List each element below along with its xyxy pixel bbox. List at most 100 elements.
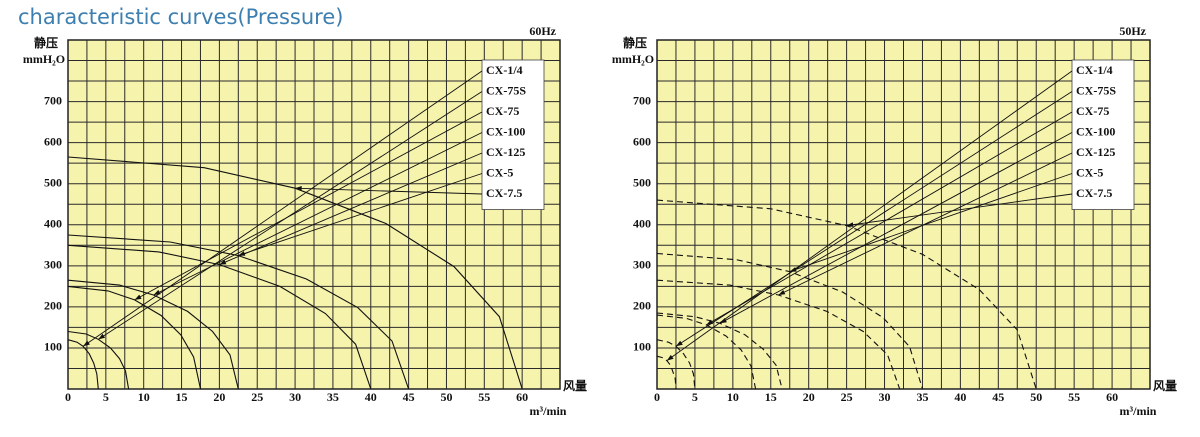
curve — [656, 279, 901, 390]
x-tick-label: 35 — [327, 390, 339, 404]
curve — [656, 312, 783, 390]
curve — [67, 285, 202, 390]
leader-line — [238, 173, 483, 256]
x-axis-unit: m³/min — [1120, 404, 1157, 418]
x-tick-label: 5 — [103, 390, 109, 404]
legend-label: CX-125 — [486, 145, 525, 159]
x-tick-label: 55 — [1068, 390, 1080, 404]
x-tick-label: 20 — [213, 390, 225, 404]
leader-line — [778, 152, 1073, 296]
x-tick-label: 30 — [289, 390, 301, 404]
x-tick-label: 25 — [841, 390, 853, 404]
legend-label: CX-100 — [1076, 124, 1115, 138]
x-tick-label: 20 — [803, 390, 815, 404]
legend-label: CX-1/4 — [486, 63, 523, 77]
x-axis-label: 风量 — [1153, 379, 1177, 393]
x-tick-label: 55 — [478, 390, 490, 404]
y-tick-label: 700 — [633, 93, 651, 107]
leader-arrow — [153, 289, 161, 295]
leader-line — [719, 132, 1073, 324]
x-tick-label: 0 — [65, 390, 71, 404]
legend-label: CX-7.5 — [486, 186, 522, 200]
x-tick-label: 15 — [176, 390, 188, 404]
x-tick-label: 25 — [251, 390, 263, 404]
legend-label: CX-125 — [1076, 145, 1115, 159]
y-tick-label: 700 — [44, 93, 62, 107]
x-tick-label: 30 — [879, 390, 891, 404]
y-tick-label: 400 — [633, 217, 651, 231]
legend-label: CX-75S — [486, 83, 526, 97]
y-tick-label: 100 — [44, 340, 62, 354]
legend-box — [1071, 59, 1135, 210]
x-tick-label: 45 — [403, 390, 415, 404]
leader-arrow — [778, 289, 786, 295]
leader-arrow — [83, 340, 90, 347]
leader-line — [82, 70, 483, 347]
y-tick-label: 500 — [44, 175, 62, 189]
leader-arrow — [98, 333, 106, 340]
curve — [67, 279, 239, 390]
leader-arrow — [789, 267, 797, 272]
y-axis-unit: mmH₂O — [23, 52, 65, 66]
x-tick-label: 0 — [654, 390, 660, 404]
x-tick-label: 60 — [516, 390, 528, 404]
x-tick-label: 50 — [440, 390, 452, 404]
x-tick-label: 40 — [954, 390, 966, 404]
y-tick-label: 500 — [633, 175, 651, 189]
leader-arrow — [719, 318, 727, 324]
y-tick-label: 200 — [44, 299, 62, 313]
legend-label: CX-75 — [486, 104, 519, 118]
x-tick-label: 50 — [1030, 390, 1042, 404]
leader-line — [706, 111, 1073, 326]
curve — [67, 339, 99, 390]
leader-arrow — [846, 222, 854, 228]
y-tick-label: 200 — [633, 299, 651, 313]
curve — [656, 314, 757, 390]
curve — [67, 244, 372, 390]
subtitle: 50Hz — [1119, 24, 1146, 38]
leader-arrow — [134, 294, 142, 300]
x-axis-unit: m³/min — [530, 404, 567, 418]
x-tick-label: 15 — [765, 390, 777, 404]
plot-frame — [656, 39, 1151, 390]
y-tick-label: 400 — [44, 217, 62, 231]
legend-label: CX-7.5 — [1076, 186, 1112, 200]
x-axis-label: 风量 — [563, 379, 587, 393]
curve — [656, 339, 696, 390]
leader-line — [134, 111, 483, 301]
page-title: characteristic curves(Pressure) — [18, 5, 343, 29]
curve — [656, 252, 924, 390]
y-tick-label: 300 — [44, 258, 62, 272]
x-tick-label: 10 — [138, 390, 150, 404]
y-axis-label: 静压 — [34, 35, 58, 50]
curve — [67, 330, 130, 390]
legend-label: CX-75 — [1076, 104, 1109, 118]
leader-arrow — [295, 186, 302, 191]
legend-label: CX-1/4 — [1076, 63, 1113, 77]
y-axis-unit: mmH₂O — [612, 52, 654, 66]
y-tick-label: 600 — [633, 134, 651, 148]
subtitle: 60Hz — [529, 24, 556, 38]
curve — [67, 156, 523, 390]
leader-line — [666, 70, 1073, 362]
leader-arrow — [666, 354, 674, 361]
curve — [67, 234, 410, 390]
y-tick-label: 100 — [633, 340, 651, 354]
curve — [656, 355, 677, 390]
y-tick-label: 300 — [633, 258, 651, 272]
x-tick-label: 35 — [916, 390, 928, 404]
y-tick-label: 600 — [44, 134, 62, 148]
y-axis-label: 静压 — [623, 35, 647, 50]
legend-label: CX-5 — [486, 165, 513, 179]
legend-label: CX-100 — [486, 124, 525, 138]
leader-line — [219, 152, 483, 266]
x-tick-label: 10 — [727, 390, 739, 404]
leader-arrow — [219, 259, 227, 265]
legend-label: CX-75S — [1076, 83, 1116, 97]
leader-line — [846, 193, 1073, 227]
curve — [656, 199, 1037, 390]
leader-line — [789, 173, 1073, 272]
x-tick-label: 5 — [692, 390, 698, 404]
leader-line — [153, 132, 483, 296]
